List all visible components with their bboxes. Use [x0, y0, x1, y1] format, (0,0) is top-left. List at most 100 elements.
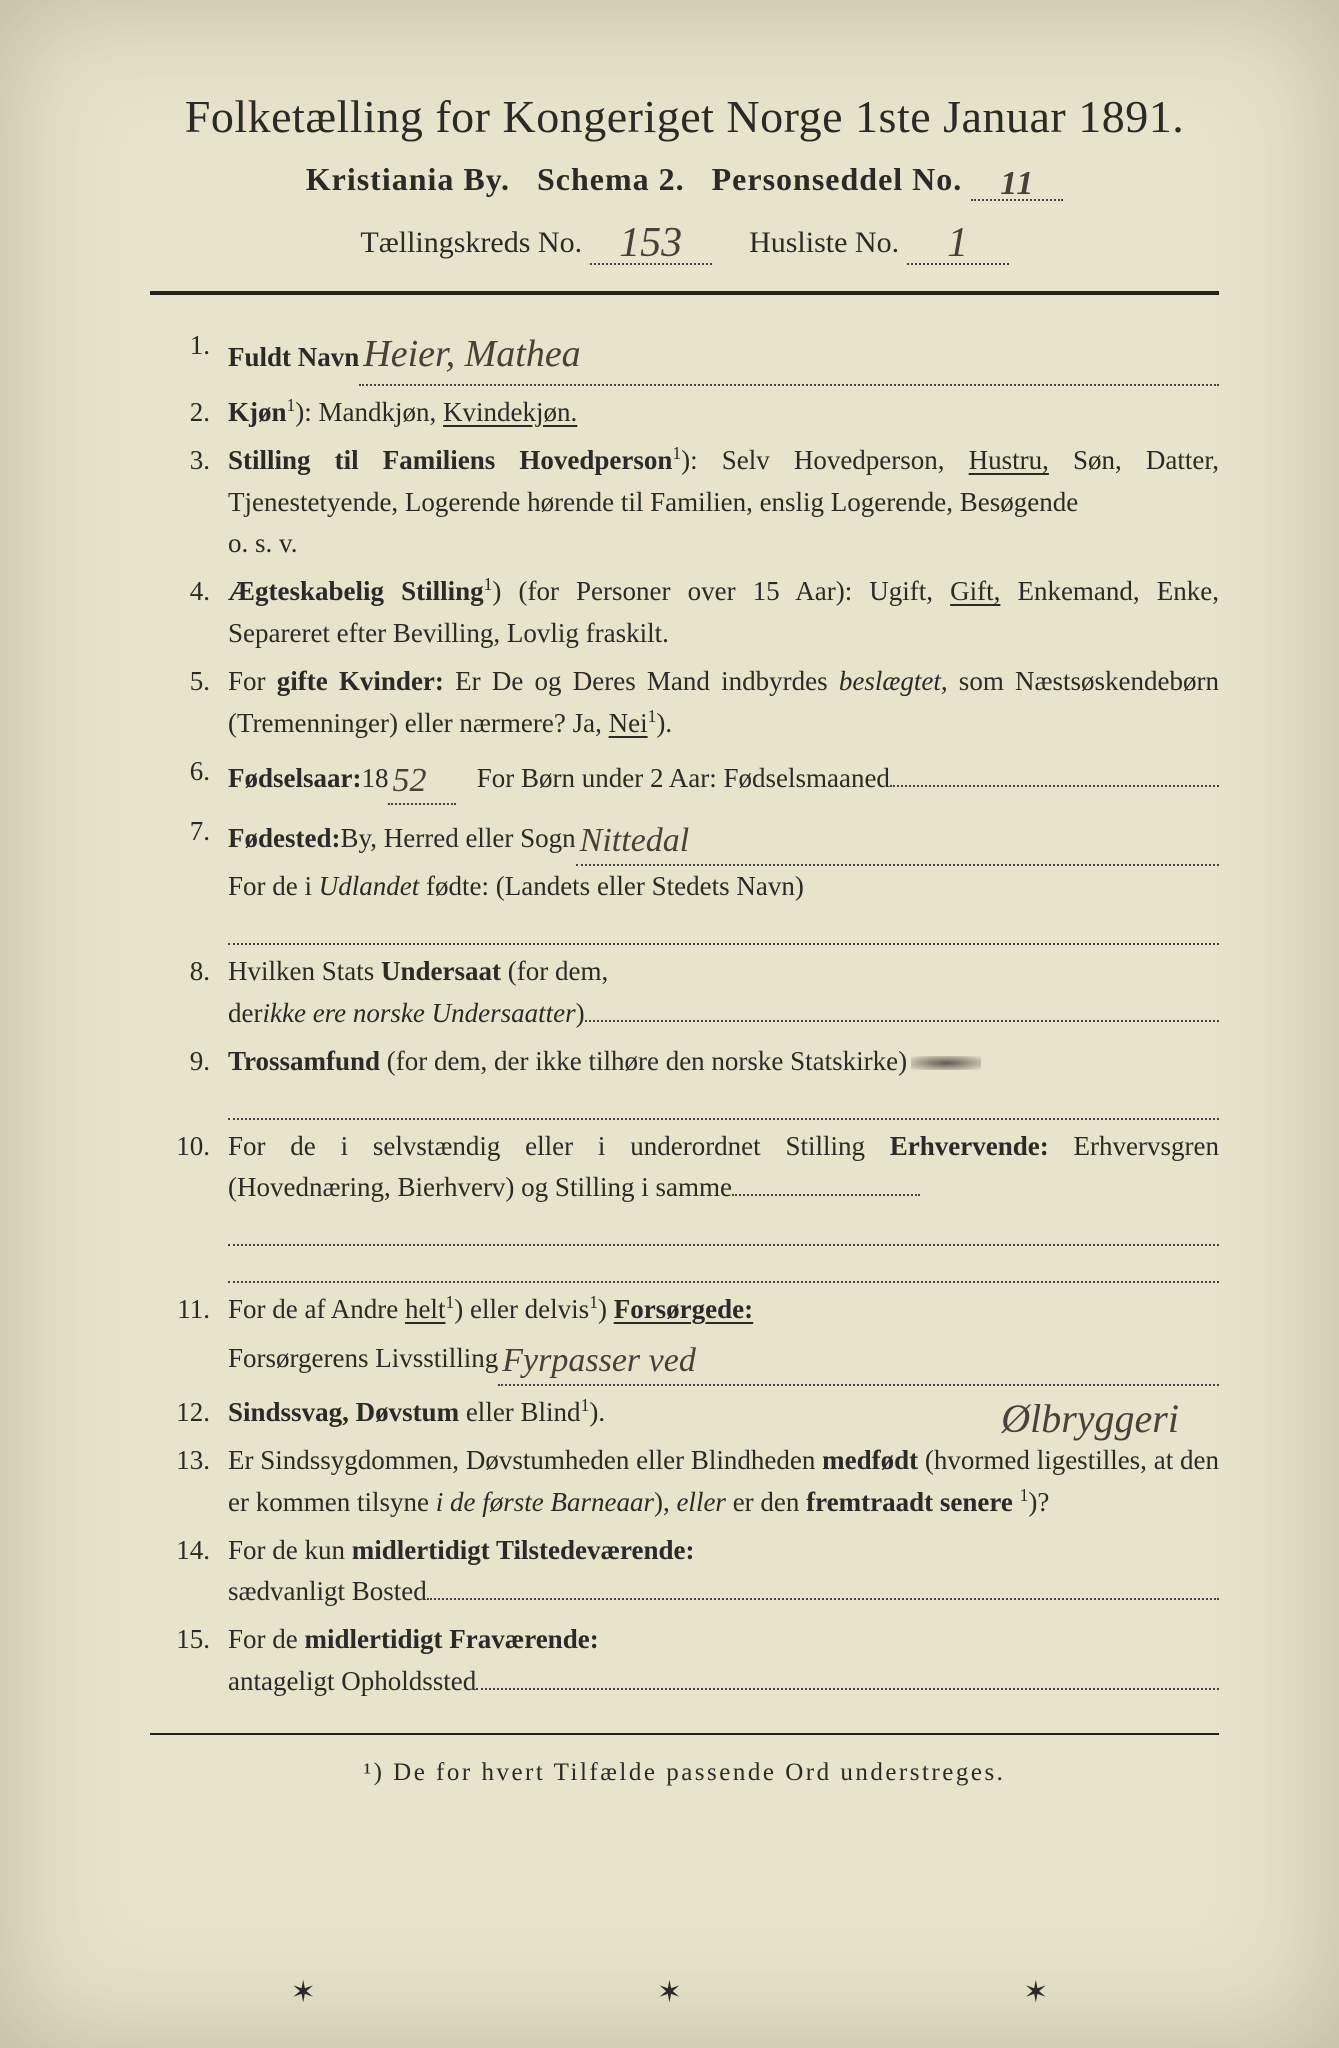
q13-c: ),: [654, 1487, 677, 1517]
q7-text-a: By, Herred eller Sogn: [340, 818, 575, 860]
q15-text: antageligt Opholdssted: [228, 1661, 476, 1703]
num-14: 14.: [150, 1530, 228, 1614]
husliste-value: 1: [947, 220, 968, 266]
q3-text-a: Selv Hovedperson,: [722, 445, 969, 475]
mark-icon: ✶: [1023, 1975, 1048, 2010]
q2-label: Kjøn: [228, 397, 287, 427]
main-title: Folketælling for Kongeriget Norge 1ste J…: [150, 90, 1219, 143]
num-13: 13.: [150, 1440, 228, 1524]
schema-label: Schema 2.: [537, 161, 685, 197]
num-15: 15.: [150, 1619, 228, 1703]
kreds-value: 153: [619, 220, 682, 266]
q3-text-c: o. s. v.: [228, 528, 298, 558]
q4-label: Ægteskabelig Stilling: [228, 576, 484, 606]
q7-text-c: fødte: (Landets eller Stedets Navn): [419, 871, 804, 901]
q10-text-a: For de i selvstændig eller i underordnet…: [228, 1131, 890, 1161]
item-3: 3. Stilling til Familiens Hovedperson1):…: [150, 440, 1219, 566]
item-2: 2. Kjøn1): Mandkjøn, Kvindekjøn.: [150, 392, 1219, 434]
q6-text-b: For Børn under 2 Aar: Fødselsmaaned: [477, 758, 890, 800]
q11-label: Forsørgede:: [614, 1294, 753, 1324]
q7-value: Nittedal: [580, 822, 690, 859]
num-9: 9.: [150, 1041, 228, 1120]
q8-text-a: Hvilken Stats: [228, 956, 381, 986]
q13-a: Er Sindssygdommen, Døvstumheden eller Bl…: [228, 1445, 822, 1475]
num-6: 6.: [150, 751, 228, 806]
num-5: 5.: [150, 661, 228, 745]
q10-label: Erhvervende:: [890, 1131, 1049, 1161]
q1-value: Heier, Mathea: [363, 333, 580, 375]
item-5: 5. For gifte Kvinder: Er De og Deres Man…: [150, 661, 1219, 745]
item-13: 13. Er Sindssygdommen, Døvstumheden elle…: [150, 1440, 1219, 1524]
q4-selected: Gift,: [950, 576, 1000, 606]
q4-text-a: (for Personer over 15 Aar): Ugift,: [501, 576, 950, 606]
q9-label: Trossamfund: [228, 1046, 380, 1076]
q13-em1: i de første Barneaar: [436, 1487, 654, 1517]
q1-label: Fuldt Navn: [228, 337, 359, 379]
kreds-label: Tællingskreds No.: [360, 226, 582, 259]
item-14: 14. For de kun midlertidigt Tilstedevære…: [150, 1530, 1219, 1614]
q14-b: midlertidigt Tilstedeværende:: [352, 1535, 695, 1565]
husliste-label: Husliste No.: [749, 226, 899, 259]
num-2: 2.: [150, 392, 228, 434]
q5-selected: Nei: [609, 708, 648, 738]
divider-top: [150, 291, 1219, 295]
num-8: 8.: [150, 951, 228, 1035]
q13-d: er den: [726, 1487, 806, 1517]
q7-label: Fødested:: [228, 818, 340, 860]
num-3: 3.: [150, 440, 228, 566]
q8-text-c: der: [228, 993, 262, 1035]
personseddel-value: 11: [1000, 165, 1034, 202]
q12-text: eller Blind: [459, 1397, 580, 1427]
q8-label: Undersaat: [381, 956, 501, 986]
q9-text: (for dem, der ikke tilhøre den norske St…: [380, 1046, 907, 1076]
q13-b1: medfødt: [822, 1445, 918, 1475]
footnote-text: De for hvert Tilfælde passende Ord under…: [393, 1759, 1005, 1786]
q15-b: midlertidigt Fraværende:: [305, 1624, 599, 1654]
q14-a: For de kun: [228, 1535, 352, 1565]
item-12: 12. Sindssvag, Døvstum eller Blind1). Øl…: [150, 1392, 1219, 1434]
mark-icon: ✶: [657, 1975, 682, 2010]
q11-text-a: For de af Andre: [228, 1294, 405, 1324]
item-15: 15. For de midlertidigt Fraværende: anta…: [150, 1619, 1219, 1703]
item-8: 8. Hvilken Stats Undersaat (for dem, der…: [150, 951, 1219, 1035]
item-7: 7. Fødested: By, Herred eller Sogn Nitte…: [150, 811, 1219, 945]
q5-text-a: Er De og Deres Mand indbyrdes: [444, 666, 839, 696]
q6-year: 52: [392, 762, 426, 799]
city-label: Kristiania By.: [306, 161, 510, 197]
q11-text-c: Forsørgerens Livsstilling: [228, 1338, 498, 1380]
num-10: 10.: [150, 1126, 228, 1284]
q5-a: For: [228, 666, 277, 696]
corner-marks: ✶ ✶ ✶: [0, 1975, 1339, 2010]
q5-b: gifte Kvinder:: [277, 666, 444, 696]
item-11: 11. For de af Andre helt1) eller delvis1…: [150, 1289, 1219, 1386]
footnote-marker: ¹): [364, 1759, 385, 1786]
q14-text: sædvanligt Bosted: [228, 1571, 427, 1613]
divider-bottom: [150, 1733, 1219, 1735]
q7-em: Udlandet: [319, 871, 420, 901]
q13-em2: eller: [676, 1487, 725, 1517]
footnote: ¹) De for hvert Tilfælde passende Ord un…: [150, 1759, 1219, 1787]
q3-selected: Hustru,: [969, 445, 1049, 475]
q7-text-b: For de i: [228, 871, 319, 901]
smudge-mark: [911, 1056, 981, 1070]
num-7: 7.: [150, 811, 228, 945]
item-4: 4. Ægteskabelig Stilling1) (for Personer…: [150, 571, 1219, 655]
item-9: 9. Trossamfund (for dem, der ikke tilhør…: [150, 1041, 1219, 1120]
subtitle-row: Kristiania By. Schema 2. Personseddel No…: [150, 161, 1219, 201]
q2-selected: Kvindekjøn.: [443, 397, 577, 427]
q11-ul: helt: [405, 1294, 446, 1324]
num-11: 11.: [150, 1289, 228, 1386]
q2-opts: Mandkjøn,: [319, 397, 444, 427]
personseddel-label: Personseddel No.: [712, 161, 963, 197]
q6-prefix: 18: [361, 758, 388, 800]
q6-label: Fødselsaar:: [228, 758, 361, 800]
num-12: 12.: [150, 1392, 228, 1434]
q11-value-a: Fyrpasser ved: [502, 1342, 696, 1379]
q11-value-b: Ølbryggeri: [1001, 1388, 1179, 1450]
q8-text-b: (for dem,: [501, 956, 608, 986]
q5-em: beslægtet,: [839, 666, 948, 696]
q12-label: Sindssvag, Døvstum: [228, 1397, 459, 1427]
q3-label: Stilling til Familiens Hovedperson: [228, 445, 672, 475]
q11-text-b: eller delvis: [463, 1294, 589, 1324]
item-1: 1. Fuldt Navn Heier, Mathea: [150, 325, 1219, 386]
